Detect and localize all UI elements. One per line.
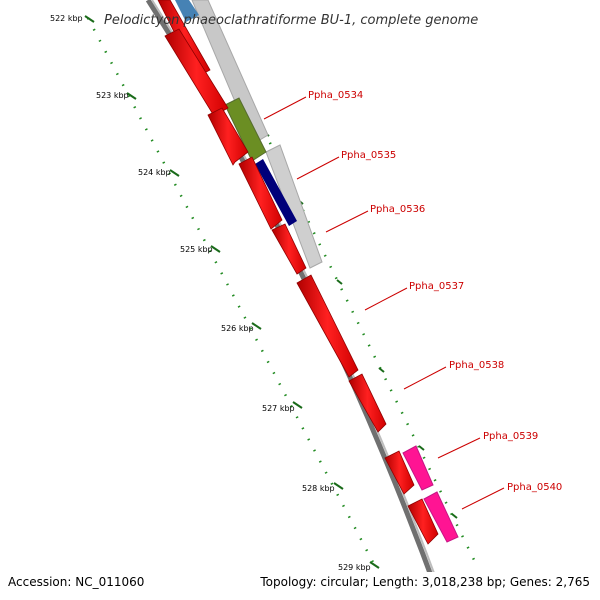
gene-label-ppha-0536[interactable]: Ppha_0536 xyxy=(370,204,425,215)
backbone-arc-highlight xyxy=(151,0,445,600)
footer-bar xyxy=(0,572,600,600)
gene-label-ppha-0538[interactable]: Ppha_0538 xyxy=(449,360,504,371)
scale-label-524: 524 kbp xyxy=(138,168,171,177)
scale-label-525: 525 kbp xyxy=(180,245,213,254)
grey-feature-mid xyxy=(265,144,323,269)
backbone-arc xyxy=(145,0,443,600)
scale-ticks xyxy=(84,15,380,569)
genome-title: Pelodictyon phaeoclathratiforme BU-1, co… xyxy=(104,13,478,28)
navy-feature xyxy=(255,159,297,226)
gene-label-ppha-0540[interactable]: Ppha_0540 xyxy=(507,482,562,493)
scale-label-528: 528 kbp xyxy=(302,484,335,493)
gene-label-ppha-0537[interactable]: Ppha_0537 xyxy=(409,281,464,292)
scale-label-523: 523 kbp xyxy=(96,91,129,100)
topology-label: Topology: circular; Length: 3,018,238 bp… xyxy=(259,575,590,589)
cds-features xyxy=(157,0,439,545)
grey-feature-top xyxy=(191,0,269,145)
scale-label-526: 526 kbp xyxy=(221,324,254,333)
blue-feature xyxy=(175,0,199,22)
scale-label-522: 522 kbp xyxy=(50,14,83,23)
gene-leader-lines xyxy=(263,96,505,510)
gene-label-ppha-0535[interactable]: Ppha_0535 xyxy=(341,150,396,161)
magenta-features xyxy=(402,445,459,543)
accession-label: Accession: NC_011060 xyxy=(8,575,144,589)
gene-label-ppha-0534[interactable]: Ppha_0534 xyxy=(308,90,363,101)
gene-label-ppha-0539[interactable]: Ppha_0539 xyxy=(483,431,538,442)
scale-label-527: 527 kbp xyxy=(262,404,295,413)
olive-feature xyxy=(224,97,267,162)
scale-label-529: 529 kbp xyxy=(338,563,371,572)
